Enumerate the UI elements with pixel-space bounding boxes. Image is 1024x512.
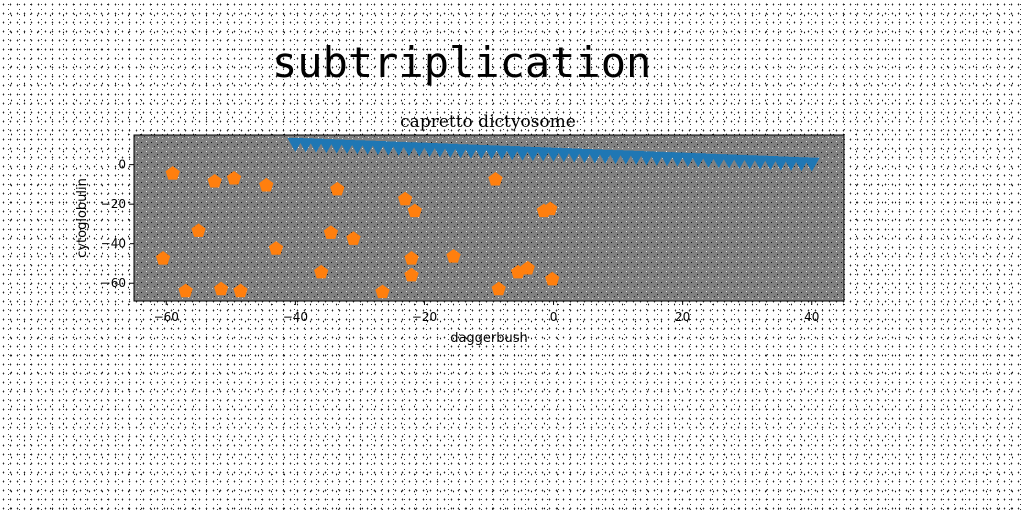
series-1-point	[349, 140, 366, 155]
series-2-point	[397, 191, 413, 206]
series-1-point	[721, 154, 738, 169]
y-tick-label: −40	[101, 237, 126, 251]
series-2-point	[191, 223, 206, 237]
series-1-point	[586, 149, 603, 164]
series-1-point	[390, 141, 407, 156]
series-1-point	[576, 148, 593, 163]
series-1-point	[504, 146, 521, 161]
y-tick-label: −60	[101, 276, 126, 290]
series-1-point	[318, 139, 335, 154]
series-1-point	[369, 141, 386, 156]
series-1-point	[473, 144, 490, 159]
x-axis-label: daggerbush	[450, 331, 528, 346]
chart-title: capretto dictyosome	[400, 112, 576, 132]
y-tick-label: 0	[118, 158, 126, 172]
series-2-point	[259, 177, 274, 192]
series-1-point	[421, 143, 438, 158]
series-1-point	[803, 157, 820, 172]
series-1-point	[555, 148, 572, 163]
series-1-point	[566, 148, 583, 163]
series-1-point	[308, 138, 325, 153]
series-1-point	[431, 143, 448, 158]
series-1-point	[328, 139, 345, 154]
series-2-point	[207, 173, 222, 188]
x-tick-label: 20	[675, 310, 690, 324]
series-1-point	[741, 155, 758, 170]
series-1-point	[524, 146, 541, 161]
series-2-point	[488, 171, 503, 186]
series-2-point	[545, 271, 560, 286]
x-tick-label: 0	[550, 310, 558, 324]
series-1-point	[700, 153, 717, 168]
series-1-point	[339, 139, 355, 154]
series-2-point	[407, 203, 422, 218]
series-1-point	[628, 150, 645, 165]
series-1-point	[783, 156, 800, 171]
series-2-point	[226, 170, 242, 185]
series-1-point	[452, 144, 469, 159]
series-1-point	[545, 147, 562, 162]
series-1-point	[297, 138, 314, 153]
series-1-point	[411, 142, 428, 157]
series-1-point	[710, 154, 727, 169]
series-1-point	[617, 150, 634, 165]
series-2-point	[543, 201, 558, 216]
series-2-point	[214, 281, 229, 296]
series-1-point	[607, 150, 624, 165]
series-1-point	[679, 152, 696, 167]
y-tick-label: −20	[101, 197, 126, 211]
series-2-point	[330, 181, 345, 196]
series-2-point	[314, 264, 329, 279]
series-1-point	[483, 145, 500, 160]
series-2-point	[268, 241, 284, 255]
series-1-point	[648, 151, 665, 166]
series-2-point	[491, 281, 506, 296]
figure-title: subtriplication	[272, 38, 652, 87]
series-1-point	[731, 154, 748, 169]
series-2-point	[155, 251, 171, 265]
series-2-point	[165, 166, 180, 180]
series-2-point	[346, 231, 361, 245]
series-1-point	[400, 142, 417, 157]
plot-area	[133, 134, 845, 302]
series-1-point	[359, 140, 376, 155]
series-1-point	[669, 152, 686, 167]
series-1-point	[380, 141, 397, 156]
series-1-point	[690, 153, 707, 168]
x-tick-label: −60	[154, 310, 179, 324]
series-1-point	[597, 149, 614, 164]
series-1-point	[638, 151, 655, 166]
series-1-point	[442, 143, 459, 158]
series-1-point	[752, 155, 769, 170]
series-2-point	[404, 251, 419, 265]
series-1-point	[659, 152, 676, 167]
x-tick-label: 40	[804, 310, 819, 324]
x-tick-label: −20	[412, 310, 437, 324]
series-2-point	[520, 260, 535, 275]
x-tick-label: −40	[283, 310, 308, 324]
series-1-point	[762, 156, 779, 171]
series-1-point	[514, 146, 531, 161]
y-axis-label: cytoglobulin	[75, 178, 90, 258]
series-1-point	[772, 156, 789, 171]
series-1-point	[793, 157, 810, 172]
series-2-point	[178, 283, 193, 298]
series-1-point	[493, 145, 510, 160]
series-2-point	[233, 283, 248, 298]
series-2-point	[446, 249, 461, 263]
series-2-point	[404, 267, 419, 282]
series-1-point	[535, 147, 552, 162]
series-1-point	[462, 144, 479, 159]
series-2-point	[375, 284, 390, 299]
series-2-point	[323, 225, 338, 239]
series-1-point	[287, 137, 304, 152]
